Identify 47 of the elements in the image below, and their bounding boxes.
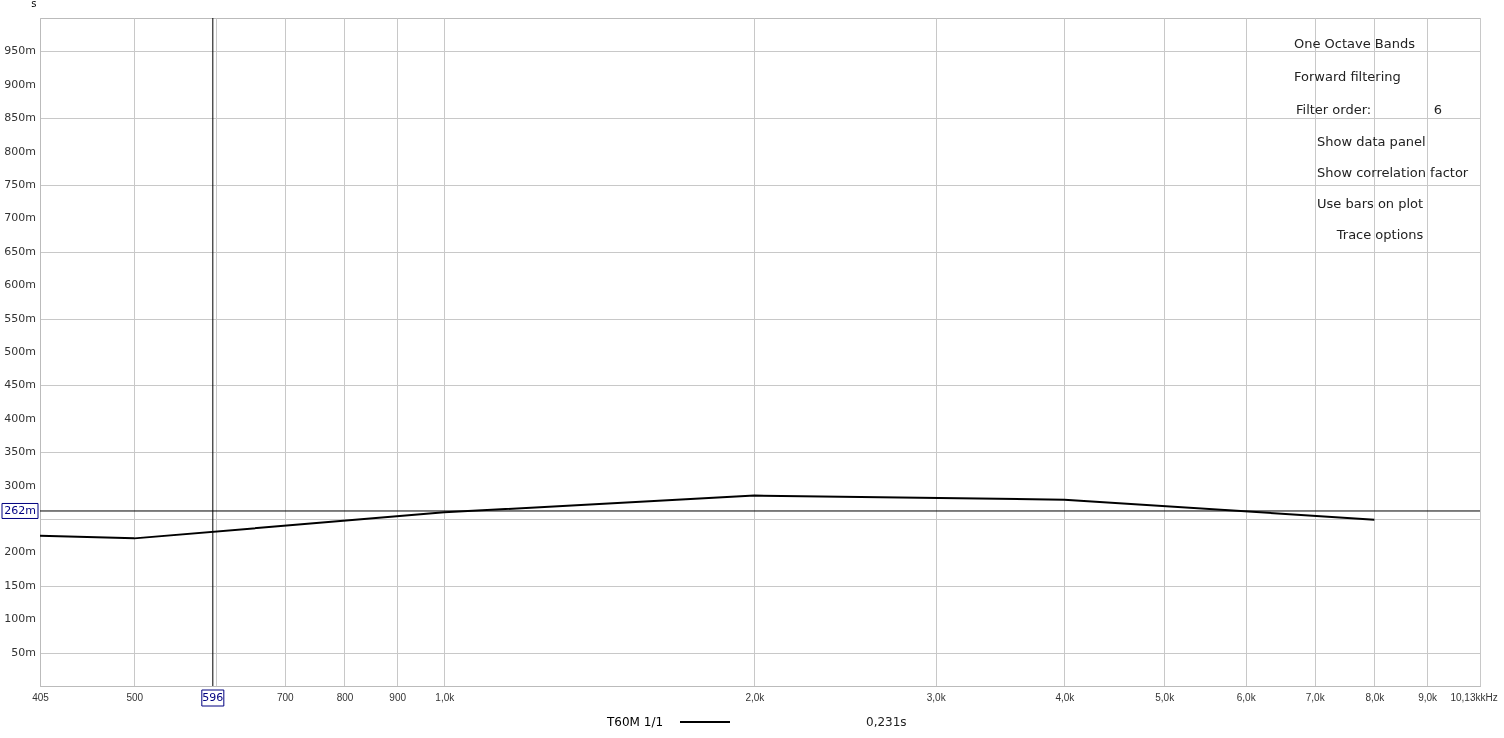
x-tick-label: 7,0k bbox=[1305, 691, 1326, 703]
y-tick-label: 600m bbox=[4, 278, 36, 292]
y-tick-label: 650m bbox=[4, 244, 36, 258]
y-tick-label: 750m bbox=[4, 178, 36, 191]
ref-line-label: 596 bbox=[202, 691, 224, 704]
x-tick-label: 6,0k bbox=[1236, 691, 1257, 703]
annotation: Show data panel bbox=[1317, 134, 1426, 149]
y-tick-label: 50m bbox=[11, 645, 36, 659]
annotation: 6 bbox=[1433, 102, 1442, 117]
x-tick-label: 9,0k bbox=[1418, 691, 1439, 703]
annotation: Use bars on plot bbox=[1317, 196, 1424, 211]
y-tick-label: 200m bbox=[4, 545, 36, 559]
annotation: Forward filtering bbox=[1294, 69, 1401, 84]
y-tick-label: 300m bbox=[4, 478, 36, 492]
x-tick-label: 10,13k bbox=[1450, 691, 1482, 703]
y-tick-label: 950m bbox=[4, 44, 36, 58]
text: 0,231s bbox=[866, 715, 907, 729]
x-tick-label: 800 bbox=[336, 691, 354, 703]
y-tick-label: 400m bbox=[4, 411, 36, 425]
y-tick-label: 150m bbox=[4, 578, 36, 592]
y-tick-label: 800m bbox=[4, 144, 36, 158]
x-tick-label: 500 bbox=[126, 691, 144, 703]
y-tick-label: 450m bbox=[4, 378, 36, 392]
y-axis-title: s bbox=[31, 0, 37, 9]
annotation: Show correlation factor bbox=[1317, 165, 1469, 180]
annotation: Trace options bbox=[1335, 227, 1424, 242]
y-tick-label: 900m bbox=[4, 77, 36, 91]
x-axis-title: kHz bbox=[1480, 691, 1498, 703]
x-tick-label: 5,0k bbox=[1155, 691, 1176, 703]
x-tick-label: 1,0k bbox=[435, 691, 456, 703]
annotation: One Octave Bands bbox=[1294, 36, 1416, 51]
y-tick-label: 350m bbox=[4, 445, 36, 459]
x-tick-label: 2,0k bbox=[745, 691, 766, 703]
x-tick-label: 700 bbox=[276, 691, 295, 703]
x-tick-label: 900 bbox=[389, 691, 407, 703]
ref-line-label: 262m bbox=[4, 503, 36, 517]
y-tick-label: 700m bbox=[4, 211, 36, 225]
y-tick-label: 100m bbox=[4, 612, 36, 626]
y-tick-label: 550m bbox=[4, 311, 36, 325]
annotation: Filter order: bbox=[1296, 102, 1372, 117]
x-tick-label: 405 bbox=[32, 691, 50, 703]
x-tick-label: 8,0k bbox=[1365, 691, 1386, 703]
x-tick-label: 3,0k bbox=[926, 691, 947, 703]
x-tick-label: 4,0k bbox=[1055, 691, 1076, 703]
legend-label: T60M 1/1 bbox=[606, 715, 664, 729]
y-tick-label: 500m bbox=[4, 345, 36, 358]
y-tick-label: 850m bbox=[4, 111, 36, 125]
